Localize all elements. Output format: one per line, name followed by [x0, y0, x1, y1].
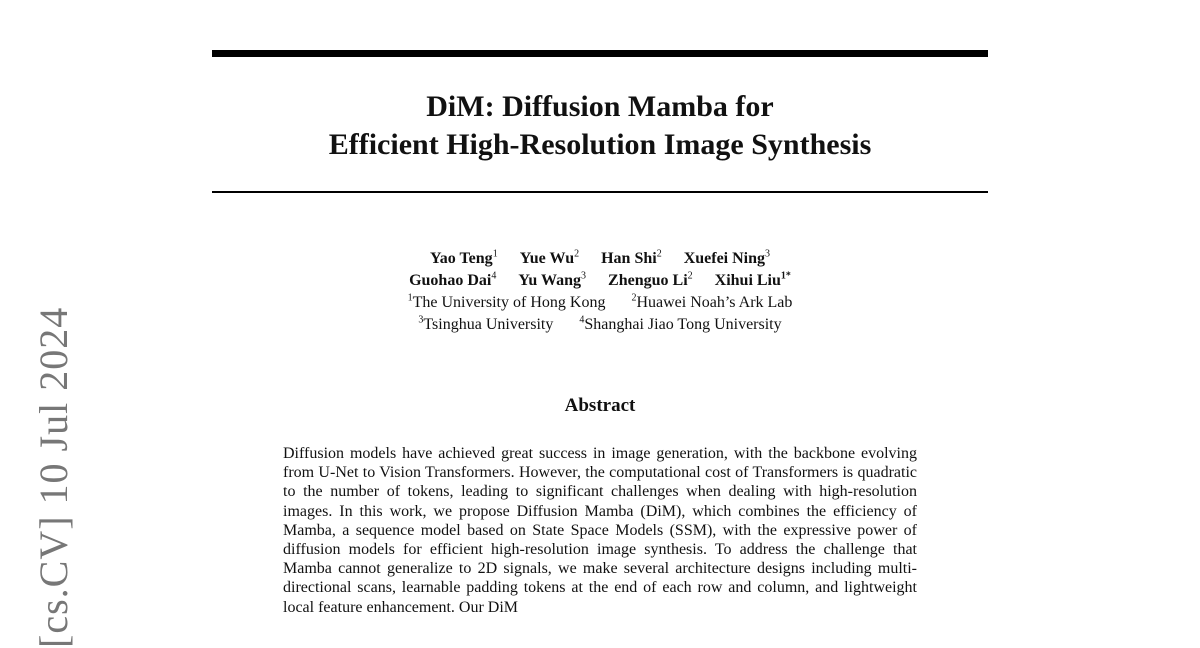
- affiliation-mark: 3: [418, 314, 424, 326]
- affiliation-name: Huawei Noah’s Ark Lab: [636, 294, 793, 311]
- author-name: Xihui Liu: [714, 272, 781, 289]
- abstract-heading: Abstract: [564, 395, 636, 416]
- author-name: Yao Teng: [429, 250, 493, 267]
- author-block: Yao Teng1 Yue Wu2 Han Shi2 Xuefei Ning3 Guoh…: [212, 248, 988, 336]
- author-affiliation-mark: 1: [492, 248, 498, 260]
- affiliation-name: The University of Hong Kong: [412, 294, 606, 311]
- title-line: Efficient High-Resolution Image Synthesi…: [328, 128, 872, 161]
- author-name: Guohao Dai: [409, 272, 492, 289]
- affiliation-row: 1The University of Hong Kong 2Huawei Noah…: [212, 292, 988, 314]
- author: Xuefei Ning3: [683, 248, 771, 267]
- affiliation: 2Huawei Noah’s Ark Lab: [631, 292, 793, 311]
- author-affiliation-mark: 1*: [780, 270, 791, 282]
- author: Guohao Dai4: [409, 270, 497, 289]
- abstract-text: Diffusion models have achieved great suc…: [283, 445, 917, 616]
- author-affiliation-mark: 3: [765, 248, 771, 260]
- top-rule: [212, 50, 988, 57]
- affiliation-mark: 2: [631, 292, 637, 304]
- affiliation-name: Shanghai Jiao Tong University: [584, 316, 782, 333]
- author-name: Yu Wang: [518, 272, 582, 289]
- author-affiliation-mark: 2: [574, 248, 580, 260]
- author: Yue Wu2: [519, 248, 580, 267]
- author-row: Guohao Dai4 Yu Wang3 Zhenguo Li2 Xihui Liu1…: [212, 270, 988, 292]
- affiliation: 1The University of Hong Kong: [407, 292, 606, 311]
- author-name: Xuefei Ning: [683, 250, 766, 267]
- author: Yao Teng1: [429, 248, 498, 267]
- paper-title: DiM: Diffusion Mamba for Efficient High-…: [212, 88, 988, 164]
- affiliation-mark: 1: [407, 292, 413, 304]
- author: Xihui Liu1*: [714, 270, 791, 289]
- author-name: Zhenguo Li: [608, 272, 688, 289]
- author-affiliation-mark: 3: [581, 270, 587, 282]
- affiliation-name: Tsinghua University: [423, 316, 554, 333]
- title-line: DiM: Diffusion Mamba for: [426, 90, 774, 123]
- affiliation-mark: 4: [579, 314, 585, 326]
- author-name: Han Shi: [601, 250, 657, 267]
- author: Yu Wang3: [518, 270, 587, 289]
- affiliation-row: 3Tsinghua University 4Shanghai Jiao Tong …: [212, 314, 988, 336]
- author-affiliation-mark: 2: [656, 248, 662, 260]
- affiliation: 3Tsinghua University: [418, 314, 554, 333]
- author-affiliation-mark: 4: [491, 270, 497, 282]
- affiliation: 4Shanghai Jiao Tong University: [579, 314, 782, 333]
- author-name: Yue Wu: [519, 250, 575, 267]
- author: Han Shi2: [601, 248, 662, 267]
- author: Zhenguo Li2: [608, 270, 693, 289]
- author-affiliation-mark: 2: [687, 270, 693, 282]
- title-rule: [212, 191, 988, 193]
- arxiv-stamp: [cs.CV] 10 Jul 2024: [31, 306, 76, 648]
- author-row: Yao Teng1 Yue Wu2 Han Shi2 Xuefei Ning3: [212, 248, 988, 270]
